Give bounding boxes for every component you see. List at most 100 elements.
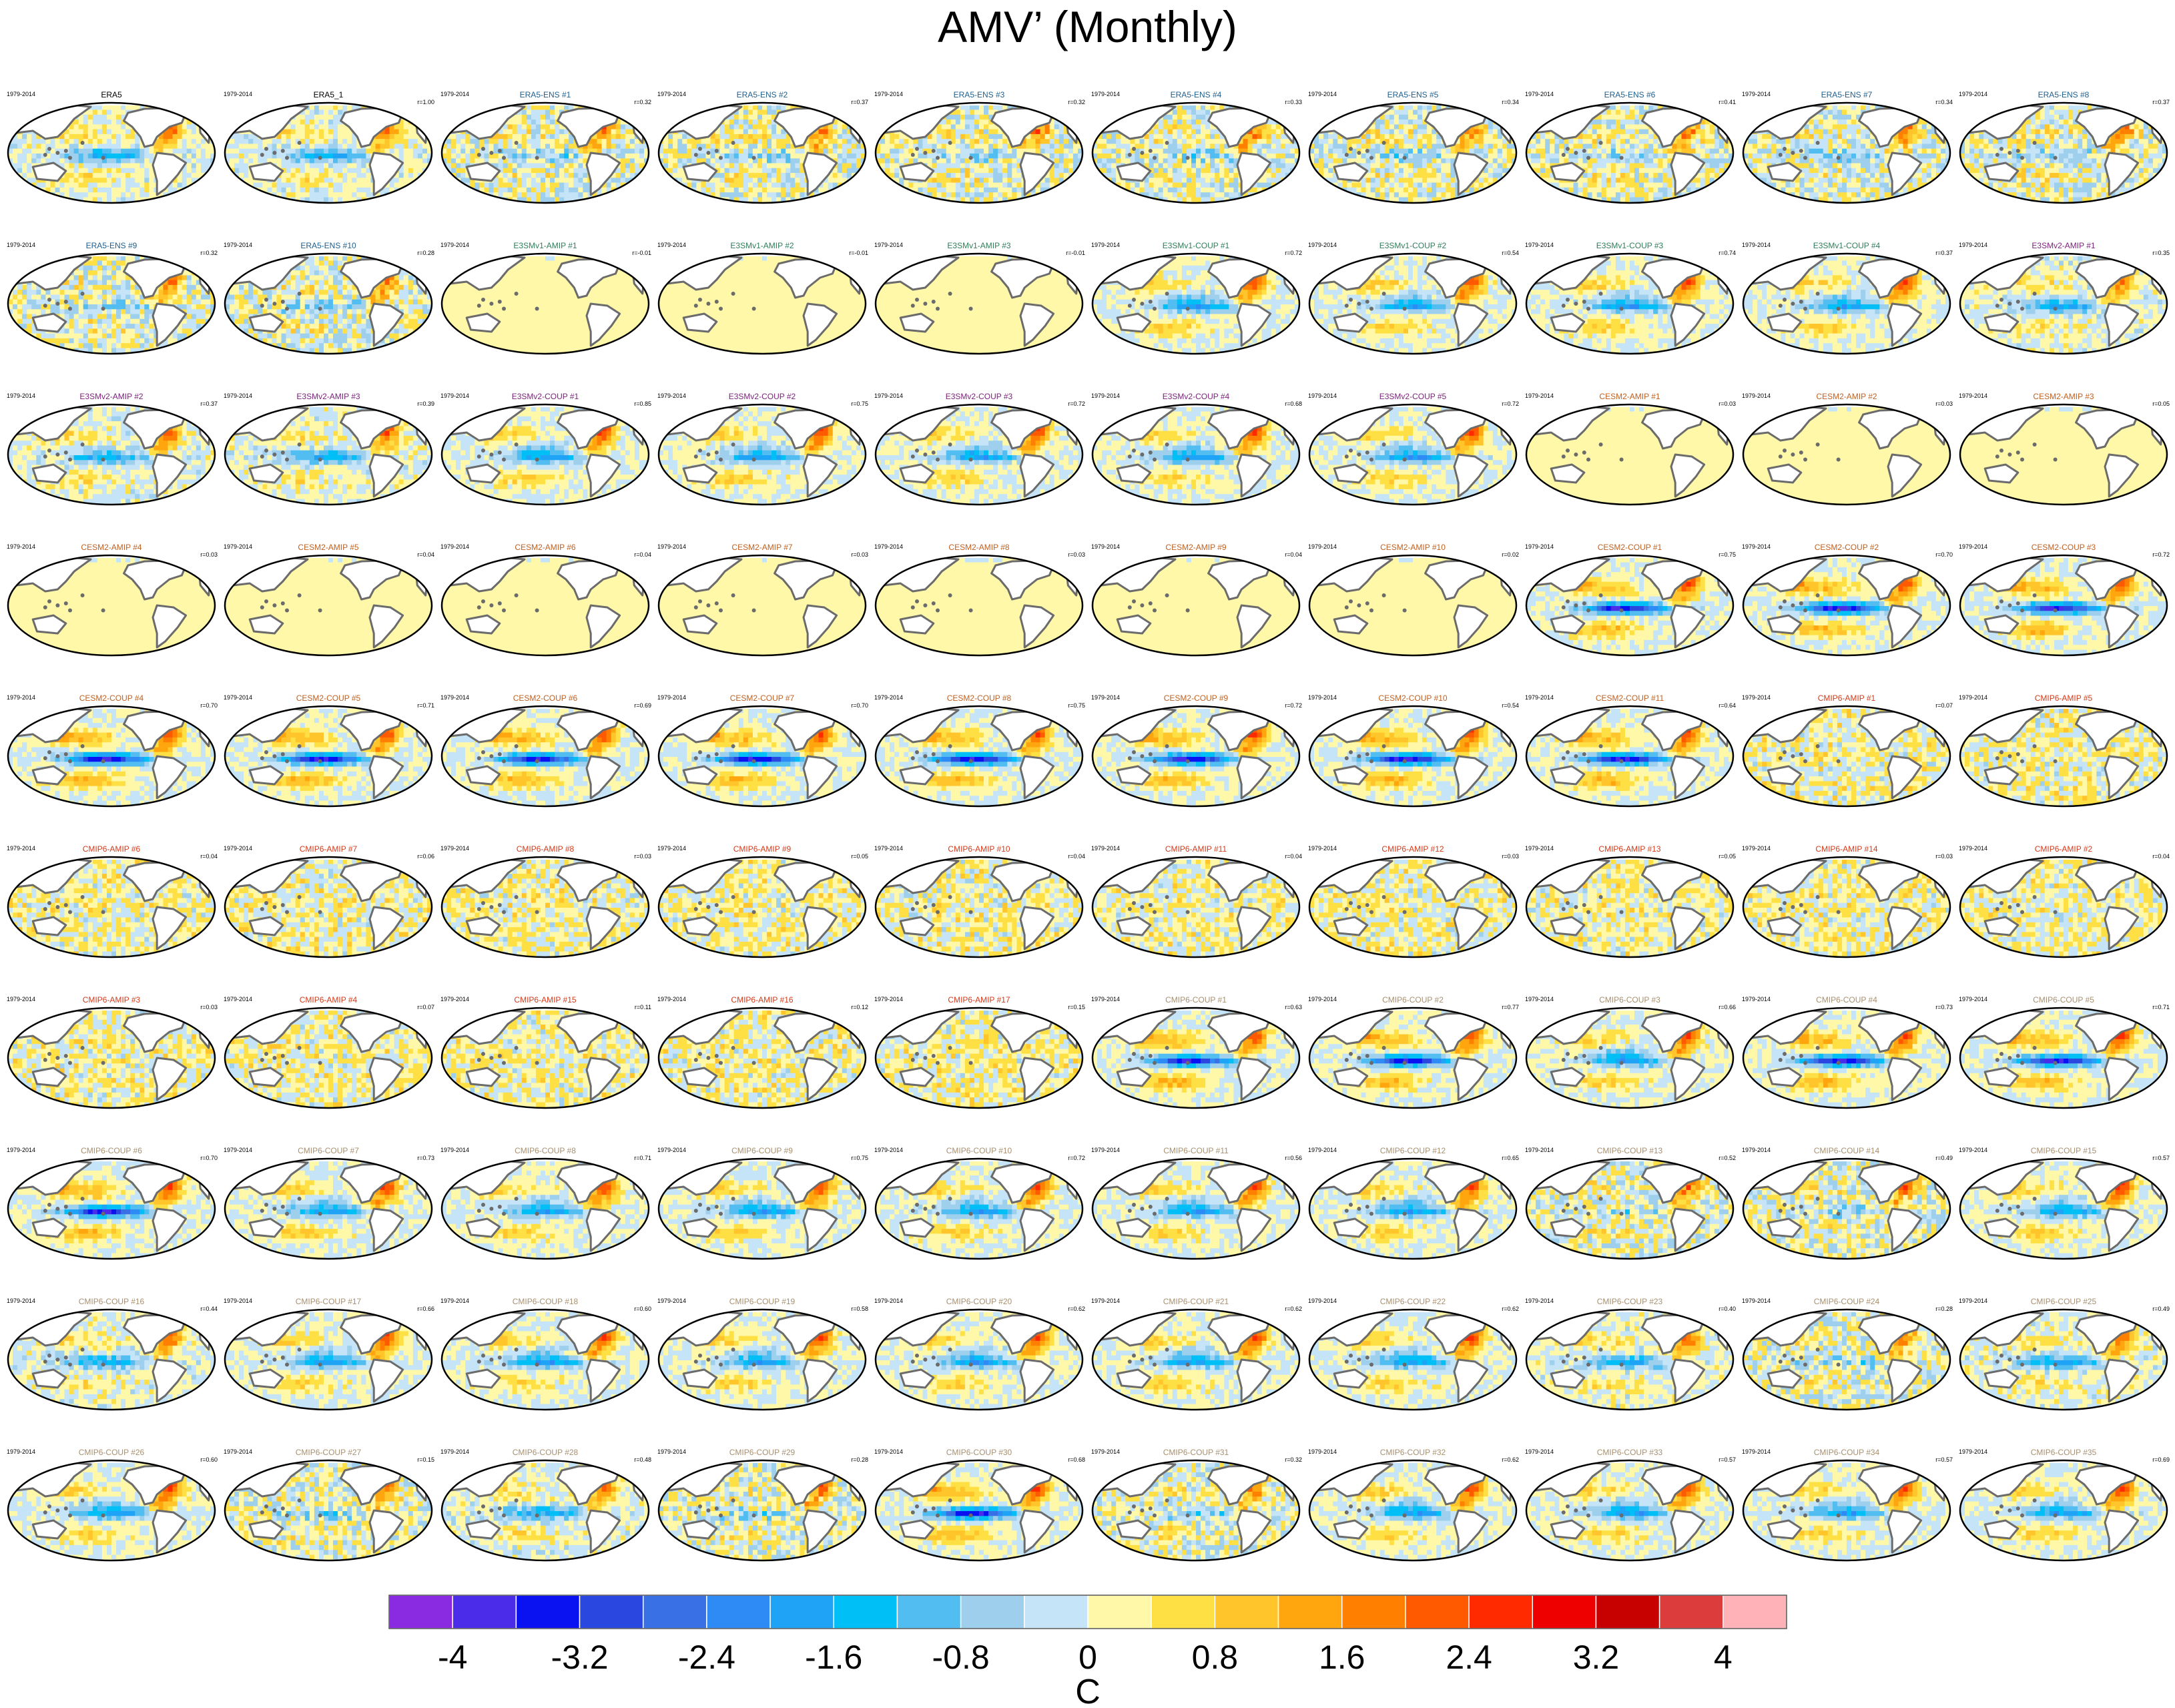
panel-correlation: r=0.62: [1502, 1456, 1519, 1463]
map-panel: 1979-2014 CMIP6-COUP #8r=0.71: [440, 1146, 651, 1263]
panel-name: CESM2-AMIP #3: [2033, 392, 2094, 401]
panel-correlation: r=0.66: [1719, 1004, 1736, 1011]
panel-name: CMIP6-COUP #8: [515, 1146, 576, 1155]
colorbar-swatch: [770, 1595, 834, 1629]
panel-correlation: r=0.34: [1935, 99, 1953, 105]
map-panel: 1979-2014 CESM2-COUP #7r=0.70: [657, 693, 868, 810]
panel-correlation: r=0.04: [1068, 853, 1085, 860]
panel-name: CMIP6-AMIP #15: [514, 995, 576, 1005]
panel-correlation: r=0.69: [634, 702, 651, 709]
panel-period: 1979-2014: [874, 543, 903, 550]
map-panel: 1979-2014 CESM2-AMIP #5r=0.04: [224, 543, 434, 659]
panel-correlation: r=0.03: [1502, 853, 1519, 860]
panel-period: 1979-2014: [874, 845, 903, 852]
panel-period: 1979-2014: [224, 242, 252, 248]
panel-name: CMIP6-AMIP #14: [1815, 844, 1877, 854]
map-panel: 1979-2014 CMIP6-COUP #11r=0.56: [1091, 1146, 1302, 1263]
panel-correlation: r=0.28: [417, 250, 434, 256]
map-panel: 1979-2014 E3SMv1-COUP #1r=0.72: [1091, 241, 1302, 358]
map-panel: 1979-2014 ERA5-ENS #9r=0.32: [7, 241, 218, 358]
panel-period: 1979-2014: [224, 543, 252, 550]
panel-name: CMIP6-COUP #3: [1599, 995, 1660, 1005]
panel-correlation: r=0.03: [634, 853, 651, 860]
panel-name: CESM2-COUP #10: [1378, 693, 1447, 703]
panel-period: 1979-2014: [1308, 543, 1337, 550]
panel-period: 1979-2014: [657, 1448, 686, 1455]
panel-correlation: r=0.72: [1285, 250, 1302, 256]
panel-period: 1979-2014: [657, 91, 686, 97]
panel-name: ERA5-ENS #3: [954, 90, 1005, 99]
map-panel: 1979-2014 E3SMv2-AMIP #1r=0.35: [1959, 241, 2170, 358]
panel-correlation: r=0.41: [1719, 99, 1736, 105]
panel-name: CMIP6-COUP #12: [1380, 1146, 1446, 1155]
panel-correlation: r=0.03: [851, 551, 868, 558]
panel-name: CMIP6-AMIP #11: [1165, 844, 1227, 854]
panel-period: 1979-2014: [1742, 1448, 1771, 1455]
panel-period: 1979-2014: [1308, 91, 1337, 97]
colorbar-swatch: [580, 1595, 643, 1629]
panel-correlation: r=0.54: [1502, 702, 1519, 709]
colorbar-swatch: [1660, 1595, 1723, 1629]
panel-period: 1979-2014: [7, 91, 35, 97]
panel-period: 1979-2014: [1308, 242, 1337, 248]
panel-name: CESM2-AMIP #7: [731, 543, 792, 552]
panel-correlation: r=0.03: [200, 551, 218, 558]
panel-correlation: r=0.71: [634, 1155, 651, 1161]
panel-correlation: r=0.58: [851, 1306, 868, 1312]
panel-period: 1979-2014: [7, 1448, 35, 1455]
panel-name: CMIP6-COUP #4: [1816, 995, 1877, 1005]
panel-name: E3SMv2-COUP #5: [1379, 392, 1447, 401]
panel-period: 1979-2014: [440, 242, 469, 248]
panel-name: CESM2-AMIP #9: [1165, 543, 1226, 552]
panel-name: CMIP6-COUP #1: [1165, 995, 1227, 1005]
panel-name: CMIP6-COUP #11: [1163, 1146, 1229, 1155]
panel-correlation: r=0.64: [1719, 702, 1736, 709]
panel-correlation: r=0.70: [200, 702, 218, 709]
panel-name: CESM2-COUP #1: [1598, 543, 1662, 552]
panel-name: ERA5-ENS #9: [86, 241, 137, 250]
panel-period: 1979-2014: [224, 845, 252, 852]
panel-period: 1979-2014: [1742, 543, 1771, 550]
panel-period: 1979-2014: [1742, 242, 1771, 248]
panel-name: E3SMv2-AMIP #2: [79, 392, 143, 401]
panel-period: 1979-2014: [7, 694, 35, 701]
panel-name: E3SMv2-AMIP #3: [296, 392, 360, 401]
panel-period: 1979-2014: [7, 242, 35, 248]
map-panel: 1979-2014 CMIP6-COUP #9r=0.75: [657, 1146, 868, 1263]
map-panel: 1979-2014 CMIP6-AMIP #2r=0.04: [1959, 844, 2170, 961]
panel-name: E3SMv2-AMIP #1: [2032, 241, 2095, 250]
panel-name: CMIP6-AMIP #7: [300, 844, 358, 854]
panel-correlation: r=0.07: [1935, 702, 1953, 709]
colorbar-swatch: [961, 1595, 1024, 1629]
map-panel: 1979-2014 ERA5-ENS #3r=0.32: [874, 90, 1085, 207]
map-panel: 1979-2014 ERA5-ENS #7r=0.34: [1742, 90, 1953, 207]
panel-name: CMIP6-COUP #24: [1814, 1297, 1880, 1306]
panel-period: 1979-2014: [224, 1147, 252, 1153]
panel-period: 1979-2014: [1308, 1147, 1337, 1153]
panel-name: CESM2-AMIP #6: [515, 543, 575, 552]
map-panel: 1979-2014 CMIP6-AMIP #15r=0.11: [440, 995, 651, 1112]
panel-correlation: r=0.70: [200, 1155, 218, 1161]
colorbar-swatch: [1532, 1595, 1596, 1629]
panel-correlation: r=0.03: [1719, 400, 1736, 407]
panel-period: 1979-2014: [874, 1298, 903, 1304]
panel-correlation: r=0.11: [635, 1004, 651, 1011]
panel-period: 1979-2014: [7, 543, 35, 550]
map-panel: 1979-2014 CESM2-AMIP #4r=0.03: [7, 543, 218, 659]
panel-name: CMIP6-AMIP #4: [300, 995, 358, 1005]
panel-correlation: r=0.62: [1068, 1306, 1085, 1312]
panel-name: ERA5-ENS #1: [520, 90, 571, 99]
map-panel: 1979-2014 CMIP6-COUP #4r=0.73: [1742, 995, 1953, 1112]
panel-name: CESM2-COUP #4: [79, 693, 144, 703]
panel-name: ERA5-ENS #4: [1171, 90, 1222, 99]
panel-grid: 1979-2014 ERA5 1979-2014 ERA5_1r=1.001979-2…: [0, 0, 2175, 1569]
map-panel: 1979-2014 ERA5-ENS #1r=0.32: [440, 90, 651, 207]
panel-period: 1979-2014: [1308, 996, 1337, 1003]
panel-correlation: r=0.70: [1935, 551, 1953, 558]
colorbar-swatch: [897, 1595, 960, 1629]
panel-correlation: r=0.57: [2152, 1155, 2170, 1161]
colorbar-swatch: [452, 1595, 516, 1629]
panel-period: 1979-2014: [874, 392, 903, 399]
panel-name: CMIP6-COUP #34: [1814, 1448, 1880, 1457]
map-panel: 1979-2014 CMIP6-COUP #24r=0.28: [1742, 1297, 1953, 1414]
